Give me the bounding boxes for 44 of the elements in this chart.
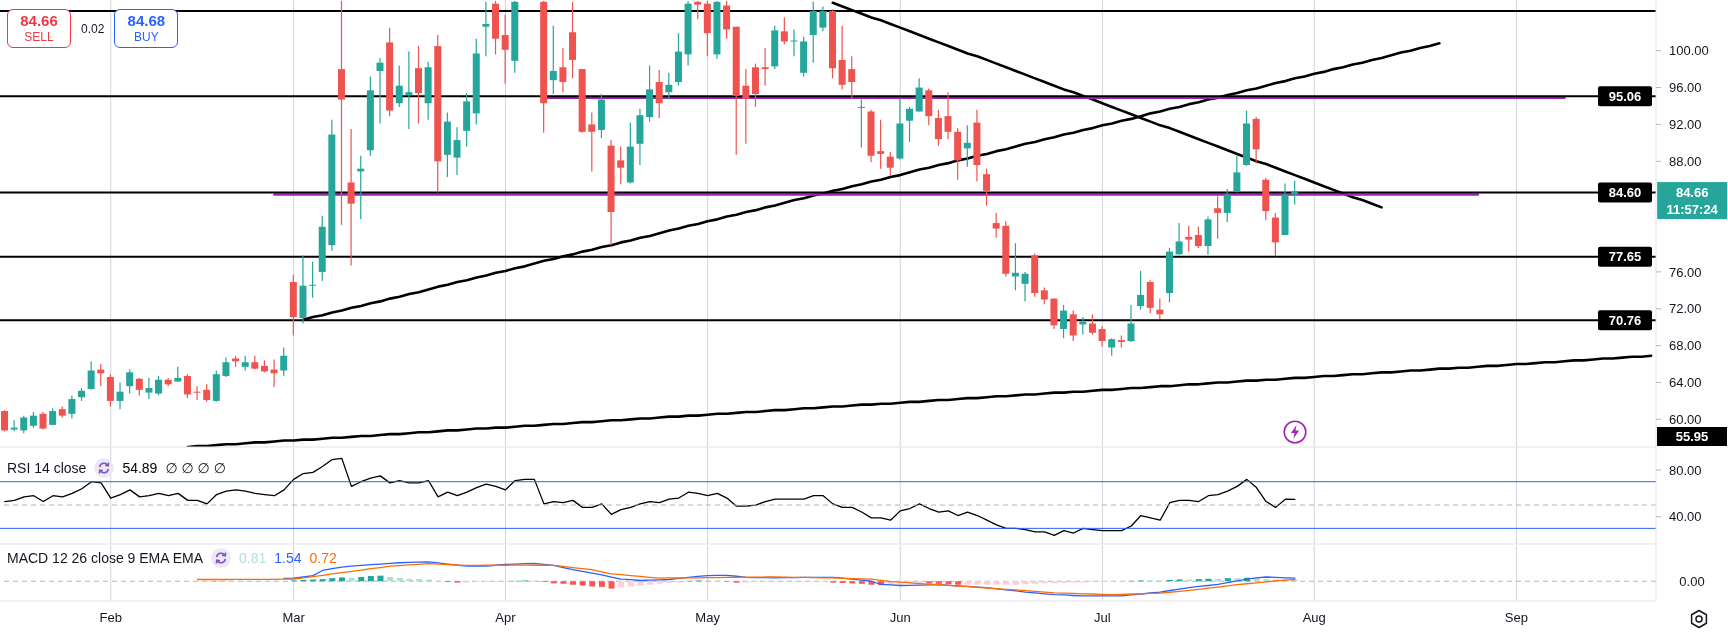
annotation: 0.02 <box>81 21 105 36</box>
ref-line-label: 0.00 <box>1679 573 1705 589</box>
annotation: 84.68 <box>127 11 166 29</box>
y-tick-label: 100.00 <box>1669 43 1709 59</box>
annotation: 84.66 <box>20 11 58 29</box>
x-tick-label: Jun <box>889 610 911 626</box>
y-tick-label: 76.00 <box>1669 264 1702 280</box>
y-tick-label: 64.00 <box>1669 375 1702 391</box>
y-tick-label: 60.00 <box>1669 411 1702 427</box>
price-tag: 55.95 <box>1657 427 1727 446</box>
price-tag: 70.76 <box>1598 310 1652 331</box>
x-tick-label: Sep <box>1504 610 1528 626</box>
y-tick-label: 80.00 <box>1669 462 1702 478</box>
annotation: 54.89 <box>122 459 158 477</box>
annotation: 0.72 <box>309 549 337 567</box>
y-tick-label: 68.00 <box>1669 338 1702 354</box>
y-tick-label: 40.00 <box>1669 509 1702 525</box>
ref-line-label: 84.60 <box>1608 185 1642 201</box>
annotation: BUY <box>134 28 159 45</box>
x-tick-label: Jul <box>1094 610 1111 626</box>
y-tick-label: 96.00 <box>1669 80 1702 96</box>
x-tick-label: Mar <box>282 610 306 626</box>
y-tick-label: 88.00 <box>1669 153 1702 169</box>
price-tag: 77.65 <box>1598 246 1652 267</box>
annotation: ∅ ∅ ∅ ∅ <box>165 459 226 477</box>
y-tick-label: 72.00 <box>1669 301 1702 317</box>
buy-button: 84.68 BUY <box>114 9 179 48</box>
text: RSI 14 close <box>7 459 87 477</box>
price-tag: 84.60 <box>1598 182 1652 203</box>
ref-line-label: 70.76 <box>1608 312 1642 328</box>
ref-line-label: 95.06 <box>1608 88 1642 104</box>
ref-line-label: 77.65 <box>1608 249 1642 265</box>
x-tick-label: Aug <box>1302 610 1326 626</box>
y-tick-label: 92.00 <box>1669 117 1702 133</box>
annotation: 1.54 <box>274 549 302 567</box>
chart-title: MACD 12 26 close 9 EMA EMA <box>7 549 204 567</box>
annotation: 0.81 <box>239 549 267 567</box>
x-tick-label: May <box>695 610 721 626</box>
x-tick-label: Apr <box>495 610 517 626</box>
sell-button: 84.66 SELL <box>7 9 71 48</box>
x-tick-label: Feb <box>99 610 122 626</box>
annotation: SELL <box>24 28 54 45</box>
price-tag: 95.06 <box>1598 86 1652 107</box>
price-tag: 84.66 11:57:24 <box>1657 182 1728 220</box>
